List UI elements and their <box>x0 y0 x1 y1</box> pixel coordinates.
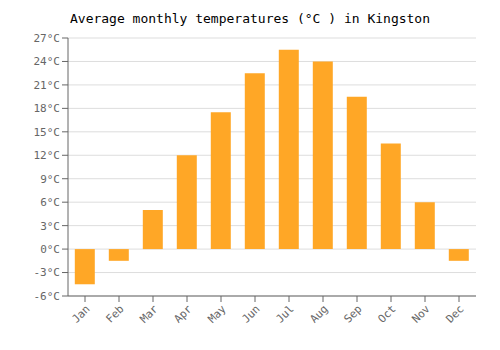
svg-text:Aug: Aug <box>307 302 330 325</box>
svg-text:15°C: 15°C <box>34 126 61 139</box>
svg-text:9°C: 9°C <box>40 173 60 186</box>
svg-text:6°C: 6°C <box>40 196 60 209</box>
svg-text:Sep: Sep <box>341 302 364 325</box>
svg-text:24°C: 24°C <box>34 55 61 68</box>
svg-text:Jul: Jul <box>273 302 296 325</box>
svg-text:18°C: 18°C <box>34 102 61 115</box>
svg-text:Mar: Mar <box>137 302 161 326</box>
svg-text:3°C: 3°C <box>40 220 60 233</box>
svg-text:-3°C: -3°C <box>34 266 61 279</box>
svg-text:12°C: 12°C <box>34 149 61 162</box>
svg-text:21°C: 21°C <box>34 79 61 92</box>
svg-text:Jan: Jan <box>69 302 92 325</box>
svg-text:Feb: Feb <box>103 302 126 325</box>
svg-text:27°C: 27°C <box>34 32 61 45</box>
html-text:Average monthly temperatures (: Average monthly temperatures (°C ) in Ki… <box>70 11 430 26</box>
svg-text:Dec: Dec <box>443 302 466 325</box>
svg-text:Oct: Oct <box>375 302 398 325</box>
svg-text:May: May <box>205 302 229 326</box>
svg-text:Nov: Nov <box>409 302 433 326</box>
svg-text:0°C: 0°C <box>40 243 60 256</box>
svg-text:Apr: Apr <box>171 302 195 326</box>
svg-text:Jun: Jun <box>239 302 262 325</box>
svg-text:-6°C: -6°C <box>34 290 61 303</box>
